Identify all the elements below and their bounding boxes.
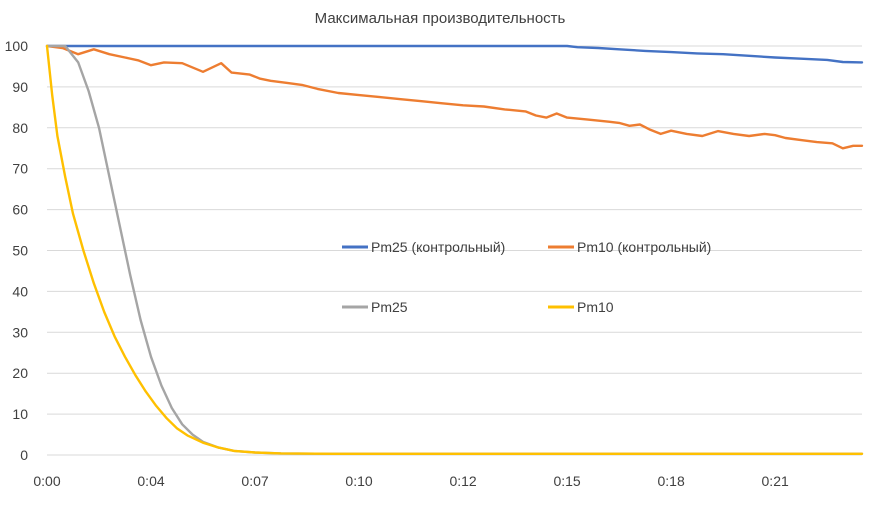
y-tick-label: 10 (12, 406, 28, 422)
x-axis-ticks: 0:00 0:04 0:07 0:10 0:12 0:15 0:18 0:21 (33, 473, 789, 489)
x-tick-label: 0:15 (553, 473, 580, 489)
series-line-0 (45, 44, 864, 64)
x-tick-label: 0:07 (241, 473, 268, 489)
x-tick-label: 0:04 (137, 473, 164, 489)
legend: Pm25 (контрольный) Pm10 (контрольный) Pm25… (342, 239, 711, 315)
y-tick-label: 40 (12, 283, 28, 299)
x-tick-label: 0:10 (345, 473, 372, 489)
x-tick-label: 0:18 (657, 473, 684, 489)
y-tick-label: 100 (5, 38, 29, 54)
y-tick-label: 20 (12, 365, 28, 381)
y-tick-label: 30 (12, 324, 28, 340)
y-tick-label: 80 (12, 120, 28, 136)
y-axis-ticks: 0 10 20 30 40 50 60 70 80 90 100 (5, 38, 29, 463)
legend-label: Pm25 (контрольный) (371, 239, 505, 255)
x-tick-label: 0:00 (33, 473, 60, 489)
x-tick-label: 0:21 (762, 473, 789, 489)
y-tick-label: 70 (12, 161, 28, 177)
legend-label: Pm10 (контрольный) (577, 239, 711, 255)
chart-title: Максимальная производительность (315, 10, 566, 27)
legend-label: Pm25 (371, 299, 408, 315)
y-tick-label: 90 (12, 79, 28, 95)
y-tick-label: 50 (12, 243, 28, 259)
y-tick-label: 0 (20, 447, 28, 463)
legend-label: Pm10 (577, 299, 614, 315)
series-line-1 (45, 44, 864, 150)
y-tick-label: 60 (12, 202, 28, 218)
series-layer (45, 44, 864, 455)
series-line-3 (45, 44, 864, 455)
x-tick-label: 0:12 (449, 473, 476, 489)
